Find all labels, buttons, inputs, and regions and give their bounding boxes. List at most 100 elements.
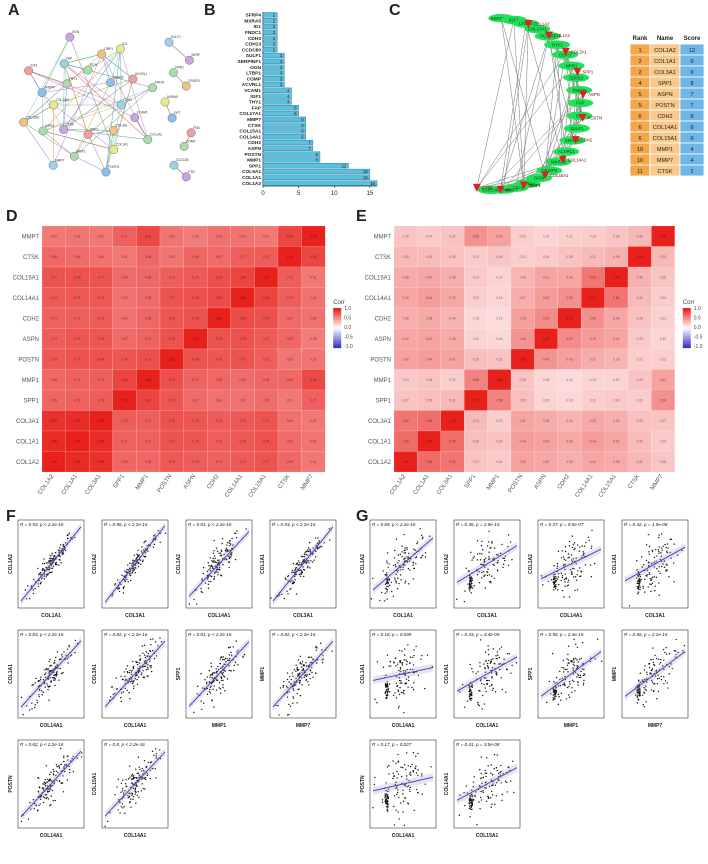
scatter-ylabel: SPP1: [176, 667, 182, 680]
network-edge: [544, 54, 566, 176]
scatter-point: [35, 804, 37, 807]
network-node-label: COL15A1: [26, 115, 40, 119]
scatter-point: [287, 580, 289, 582]
heatmap-cell-value: 0.61: [98, 234, 104, 238]
regression-line: [20, 640, 82, 708]
scatter-point: [282, 686, 284, 688]
scatter-point: [395, 580, 397, 583]
scatter-point: [503, 658, 505, 660]
heatmap-cell-value: 0.24: [543, 255, 549, 259]
network-node-label: MMP7: [55, 158, 64, 162]
heatmap-cell-value: 0.77: [263, 460, 269, 464]
scatter-xlabel: COL3A1: [293, 613, 313, 619]
scatter-point: [591, 529, 593, 532]
scatter-point: [67, 662, 69, 664]
scatter-point: [502, 566, 504, 569]
scatter-point: [675, 656, 677, 658]
scatter-title: R = 0.82, p < 2.2e-16: [104, 632, 148, 637]
scatter-point: [214, 672, 216, 674]
scatter-point: [148, 655, 151, 658]
scatter-title: R = 0.8, p < 2.2e-16: [104, 742, 145, 747]
scatter-point: [124, 570, 126, 572]
scatter-point: [209, 676, 211, 678]
scatter-point: [144, 552, 147, 554]
bar-COL14A1: [262, 134, 306, 140]
scatter-point: [491, 575, 493, 577]
scatter-point: [669, 538, 671, 540]
heatmap-cell-value: 0.71: [121, 234, 127, 238]
heatmap-cell-value: 0.44: [520, 439, 526, 443]
scatter-point: [117, 586, 120, 588]
bar-SULF1: [262, 52, 285, 59]
scatter-point: [37, 583, 39, 585]
scatter-point: [37, 776, 39, 779]
scatter-point: [51, 557, 54, 560]
green-node-label: MXRA5: [551, 159, 567, 164]
bar-category-label: COMP: [247, 76, 262, 82]
scatter-point: [386, 581, 388, 583]
scatter-point: [130, 798, 132, 800]
scatter-point: [230, 543, 232, 545]
heatmap-cell-value: 0.77: [263, 419, 269, 423]
scatter-ylabel: POSTN: [8, 775, 14, 793]
scatter-point: [37, 795, 39, 798]
table-header: Name: [657, 36, 674, 42]
scatter-point: [490, 806, 492, 808]
heatmap-cell-value: 1.00: [216, 316, 222, 320]
scatter-point: [392, 694, 395, 697]
scatter-point: [150, 644, 152, 646]
scatter-point: [209, 688, 211, 691]
scatter-point: [463, 791, 465, 794]
heatmap-cell-value: 0.70: [145, 337, 151, 341]
heatmap-col-label: ASPN: [533, 474, 547, 491]
scatter-point: [397, 761, 400, 763]
scatter-point: [552, 581, 554, 583]
scatter-point: [209, 567, 211, 569]
scatter-point: [591, 545, 593, 547]
red-node-label: CTSK: [482, 185, 493, 190]
scatter-point: [576, 659, 578, 661]
scatter-point: [403, 712, 405, 714]
scatter-point: [498, 779, 500, 782]
scatter-point: [482, 549, 484, 551]
scatter-xlabel: MMP7: [648, 723, 663, 729]
scatter-point: [235, 532, 237, 535]
scatter-point: [470, 551, 472, 554]
green-node: [544, 40, 571, 49]
scatter-point: [645, 678, 648, 680]
scatter-point: [556, 565, 559, 567]
scatter-point: [81, 752, 83, 754]
scatter-point: [485, 800, 488, 803]
scatter-point: [402, 766, 404, 769]
scatter-point: [574, 671, 577, 673]
bar-category-label: CCDC80: [242, 47, 262, 53]
scatter-point: [464, 590, 466, 592]
scatter-point: [306, 674, 309, 676]
scatter-point: [673, 581, 675, 583]
scatter-point: [300, 573, 303, 575]
scatter-point: [43, 781, 46, 783]
scatter-point: [220, 677, 223, 680]
scatter-point: [469, 689, 471, 692]
scatter-point: [387, 790, 389, 793]
scatter-point: [560, 572, 563, 575]
scatter-point: [228, 669, 231, 672]
heatmap-cell-value: 0.41: [543, 275, 549, 279]
heatmap-cell-value: 1.00: [496, 378, 502, 382]
scatter-point: [484, 666, 486, 669]
regression-line: [372, 537, 434, 591]
scatter-point: [406, 668, 408, 671]
scatter-point: [487, 558, 490, 561]
scatter-point: [134, 787, 137, 789]
scatter-point: [402, 689, 405, 692]
heatmap-cell-value: 0.27: [403, 398, 409, 402]
scatter-point: [384, 574, 387, 576]
scatter-point: [637, 694, 639, 696]
scatter-point: [393, 805, 395, 808]
scatter-point: [139, 658, 142, 660]
scatter-point: [413, 548, 415, 551]
scatter-point: [398, 565, 401, 567]
scatter-point: [638, 586, 640, 588]
heatmap-cell-value: 0.76: [192, 419, 198, 423]
correlation-heatmap-d: MMP7 0.61 0.62 0.61 0.71 0.82 0.62 0.59 0.64 0.63…: [13, 225, 353, 499]
